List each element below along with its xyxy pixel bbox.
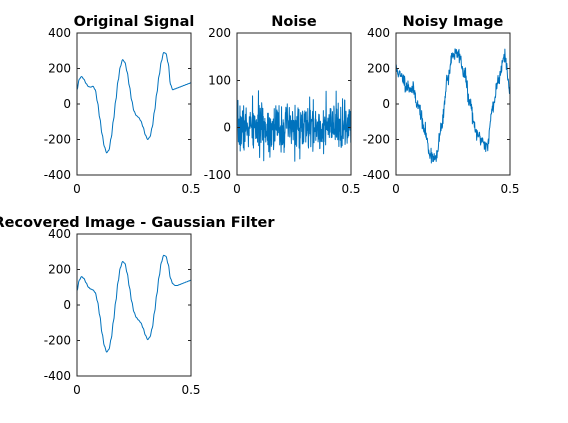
- series-line: [76, 52, 192, 154]
- axes-frame: [236, 32, 352, 176]
- y-tick-label: 400: [48, 26, 71, 40]
- x-tick-label: 0: [73, 182, 81, 196]
- y-tick-label: -200: [44, 334, 71, 348]
- x-tick-label: 0.5: [341, 182, 360, 196]
- y-tick-label: 200: [367, 62, 390, 76]
- y-tick-label: 400: [48, 227, 71, 241]
- y-tick-label: 400: [367, 26, 390, 40]
- chart-title: Original Signal: [74, 14, 195, 30]
- chart-title: Noise: [271, 14, 317, 30]
- y-tick-label: 200: [208, 26, 231, 40]
- y-tick-label: 0: [382, 97, 390, 111]
- y-tick-label: 0: [63, 298, 71, 312]
- y-tick-label: -100: [204, 168, 231, 182]
- y-tick-label: -400: [44, 369, 71, 383]
- y-tick-label: 0: [223, 121, 231, 135]
- y-tick-label: 200: [48, 263, 71, 277]
- chart-title: Recovered Image - Gaussian Filter: [0, 215, 275, 231]
- series-line: [76, 254, 192, 353]
- chart-title: Noisy Image: [403, 14, 504, 30]
- y-tick-label: 200: [48, 62, 71, 76]
- y-tick-label: -400: [363, 168, 390, 182]
- series-line: [236, 90, 352, 162]
- series-line: [395, 48, 511, 164]
- y-tick-label: -200: [44, 133, 71, 147]
- y-tick-label: -200: [363, 133, 390, 147]
- x-tick-label: 0: [392, 182, 400, 196]
- axes-box: [76, 233, 192, 377]
- y-tick-label: -400: [44, 168, 71, 182]
- x-tick-label: 0: [233, 182, 241, 196]
- x-tick-label: 0.5: [181, 182, 200, 196]
- y-tick-label: 0: [63, 97, 71, 111]
- y-tick-label: 100: [208, 73, 231, 87]
- axes-box: [236, 32, 352, 176]
- x-tick-label: 0.5: [181, 383, 200, 397]
- axes-box: [76, 32, 192, 176]
- x-tick-label: 0.5: [500, 182, 519, 196]
- x-tick-label: 0: [73, 383, 81, 397]
